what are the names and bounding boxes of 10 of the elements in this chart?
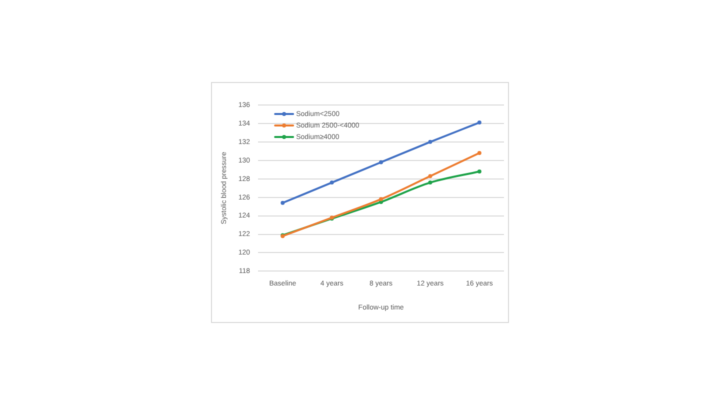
point	[477, 151, 482, 156]
point	[428, 180, 432, 185]
point	[477, 120, 482, 125]
point	[477, 169, 482, 174]
point	[428, 174, 432, 178]
point	[379, 160, 384, 164]
point	[379, 197, 384, 202]
point	[330, 180, 334, 185]
point	[428, 140, 432, 144]
point	[280, 200, 285, 205]
